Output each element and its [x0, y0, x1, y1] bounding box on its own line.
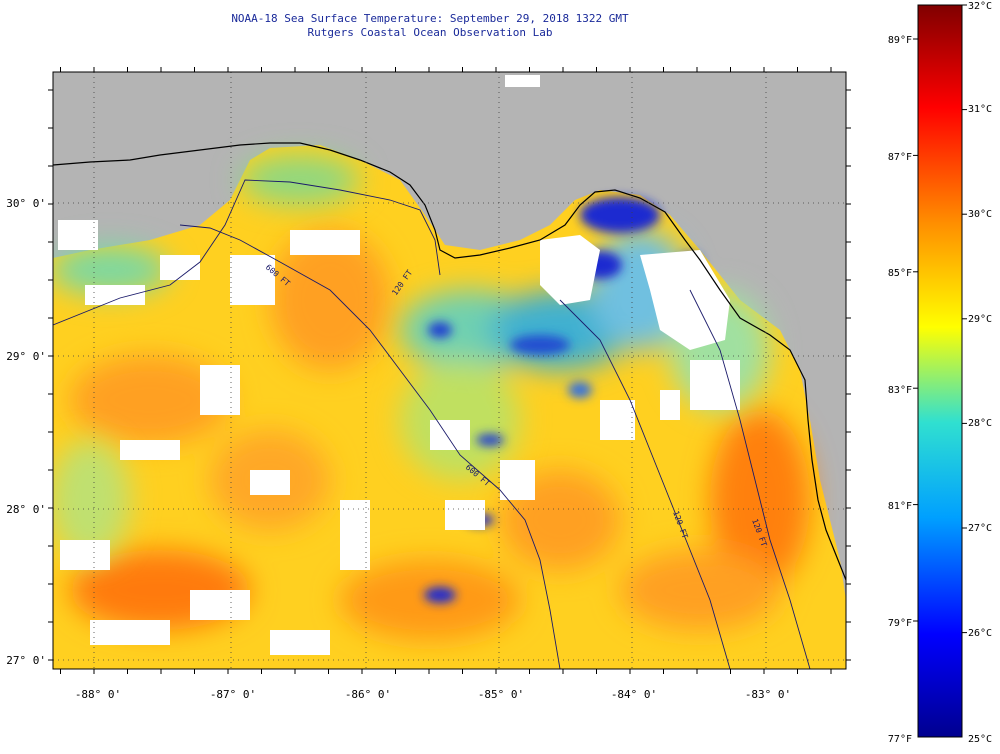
longitude-axis: -88° 0' -87° 0' -86° 0' -85° 0' -84° 0' … [75, 688, 791, 701]
colorbar-celsius-label: 32°C [968, 1, 992, 12]
contour-120ft-west [53, 179, 441, 326]
graticule [53, 72, 846, 669]
colorbar-celsius-label: 28°C [968, 418, 992, 429]
colorbar-fahrenheit-label: 89°F [888, 35, 912, 46]
latitude-axis: 30° 0' 29° 0' 28° 0' 27° 0' [6, 197, 46, 667]
colorbar-celsius-label: 26°C [968, 628, 992, 639]
colorbar-fahrenheit-label: 85°F [888, 268, 912, 279]
longitude-label: -86° 0' [345, 688, 391, 701]
axis-ticks [48, 67, 851, 674]
longitude-label: -83° 0' [745, 688, 791, 701]
colorbar: 32°C 31°C 30°C 29°C 28°C 27°C 26°C 25°C … [888, 1, 992, 745]
contour-120ft-east [559, 299, 731, 669]
colorbar-celsius-label: 25°C [968, 734, 992, 745]
coastline [53, 142, 846, 581]
colorbar-fahrenheit-label: 87°F [888, 152, 912, 163]
colorbar-fahrenheit-label: 79°F [888, 618, 912, 629]
colorbar-celsius-label: 31°C [968, 104, 992, 115]
latitude-label: 28° 0' [6, 503, 46, 516]
latitude-label: 29° 0' [6, 350, 46, 363]
map-title: NOAA-18 Sea Surface Temperature: Septemb… [231, 12, 629, 25]
longitude-label: -87° 0' [210, 688, 256, 701]
colorbar-fahrenheit-label: 81°F [888, 501, 912, 512]
colorbar-scale [917, 4, 963, 738]
latitude-label: 27° 0' [6, 654, 46, 667]
longitude-label: -84° 0' [611, 688, 657, 701]
map-frame [52, 71, 847, 670]
latitude-label: 30° 0' [6, 197, 46, 210]
contour-600ft [179, 224, 561, 669]
colorbar-fahrenheit-label: 83°F [888, 385, 912, 396]
contour-shelf-east [689, 289, 811, 669]
longitude-label: -85° 0' [478, 688, 524, 701]
colorbar-celsius-label: 29°C [968, 314, 992, 325]
longitude-label: -88° 0' [75, 688, 121, 701]
map-subtitle: Rutgers Coastal Ocean Observation Lab [307, 26, 553, 39]
colorbar-celsius-label: 27°C [968, 523, 992, 534]
colorbar-celsius-label: 30°C [968, 209, 992, 220]
map-area: 600 FT 120 FT 600 FT 120 FT 120 FT [53, 72, 846, 669]
colorbar-fahrenheit-label: 77°F [888, 734, 912, 745]
